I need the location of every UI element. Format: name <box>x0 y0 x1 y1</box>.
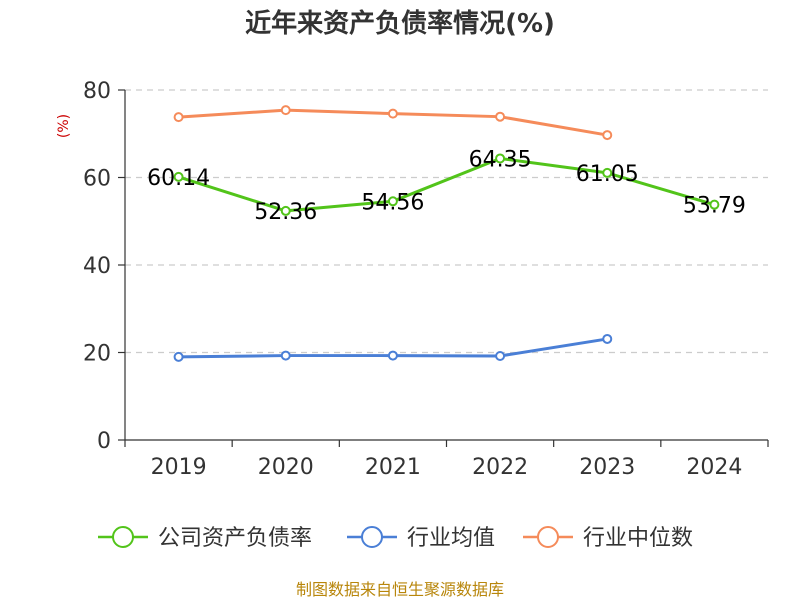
axes: 0 20 40 60 80 2019 2020 2021 2022 2023 2024 <box>83 79 769 480</box>
data-point <box>280 205 291 216</box>
data-point <box>495 111 506 122</box>
x-tick-label: 2022 <box>472 455 528 480</box>
data-point <box>173 171 184 182</box>
data-point <box>602 167 613 178</box>
legend-marker <box>112 526 134 548</box>
series-lines <box>173 105 720 362</box>
chart-title: 近年来资产负债率情况(%) <box>245 8 555 39</box>
legend: 公司资产负债率 行业均值 行业中位数 <box>98 526 693 551</box>
legend-label: 行业中位数 <box>583 526 693 551</box>
x-tick-label: 2019 <box>151 455 207 480</box>
x-tick-label: 2024 <box>686 455 742 480</box>
data-point <box>280 350 291 361</box>
y-axis-label: (%) <box>56 114 72 138</box>
y-tick-label: 20 <box>83 342 111 367</box>
gridlines <box>125 89 768 354</box>
data-point <box>387 350 398 361</box>
data-point <box>602 130 613 141</box>
legend-item[interactable]: 行业均值 <box>347 526 495 551</box>
source-note: 制图数据来自恒生聚源数据库 <box>296 580 504 599</box>
y-tick-label: 60 <box>83 167 111 192</box>
data-point <box>173 112 184 123</box>
legend-item[interactable]: 公司资产负债率 <box>98 526 312 551</box>
y-tick-label: 40 <box>83 254 111 279</box>
data-point <box>387 196 398 207</box>
x-tick-label: 2021 <box>365 455 421 480</box>
data-point <box>173 351 184 362</box>
data-label: 61.05 <box>576 162 639 187</box>
data-label: 52.36 <box>254 200 317 225</box>
data-label: 53.79 <box>683 194 746 219</box>
data-point <box>495 351 506 361</box>
x-tick-label: 2020 <box>258 455 314 480</box>
legend-label: 行业均值 <box>407 526 495 551</box>
data-point <box>602 333 613 344</box>
data-label: 54.56 <box>361 190 424 215</box>
data-point <box>280 105 291 116</box>
y-tick-label: 0 <box>97 429 111 454</box>
data-point <box>495 153 506 164</box>
legend-label: 公司资产负债率 <box>158 526 312 551</box>
data-point <box>387 108 398 119</box>
data-label: 64.35 <box>469 147 532 172</box>
legend-item[interactable]: 行业中位数 <box>523 526 693 551</box>
data-point <box>709 199 720 210</box>
legend-marker <box>537 526 559 548</box>
x-tick-label: 2023 <box>579 455 635 480</box>
data-labels: 60.14 52.36 54.56 64.35 61.05 53.79 <box>147 147 746 224</box>
legend-marker <box>361 526 383 548</box>
data-label: 60.14 <box>147 166 210 191</box>
series-line <box>178 156 715 213</box>
y-tick-label: 80 <box>83 79 111 104</box>
